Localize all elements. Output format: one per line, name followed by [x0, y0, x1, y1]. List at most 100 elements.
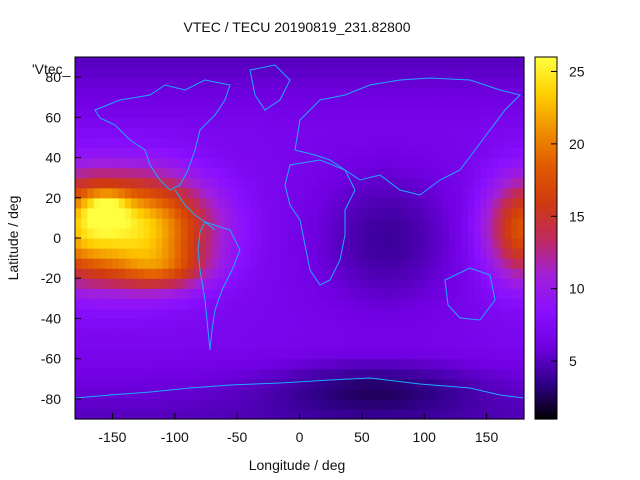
heatmap-cell [305, 127, 313, 139]
heatmap-cell [449, 308, 457, 320]
heatmap-cell [181, 167, 188, 179]
heatmap-cell [511, 187, 519, 199]
heatmap-cell [374, 278, 382, 289]
heatmap-cell [505, 248, 513, 259]
heatmap-cell [311, 328, 319, 340]
heatmap-cell [112, 87, 120, 98]
heatmap-cell [181, 248, 188, 259]
heatmap-cell [112, 338, 120, 350]
heatmap-cell [486, 77, 494, 88]
heatmap-cell [442, 358, 450, 370]
heatmap-cell [299, 207, 307, 219]
heatmap-cell [255, 77, 263, 88]
heatmap-cell [81, 268, 89, 279]
heatmap-cell [268, 238, 276, 249]
heatmap-cell [467, 288, 475, 299]
heatmap-cell [131, 338, 138, 350]
heatmap-cell [230, 238, 238, 249]
colorbar-segment [535, 114, 557, 118]
colorbar-segment [535, 180, 557, 185]
heatmap-cell [374, 298, 382, 309]
heatmap-cell [112, 147, 120, 159]
heatmap-cell [480, 177, 488, 189]
heatmap-cell [187, 338, 195, 350]
heatmap-cell [280, 207, 288, 219]
heatmap-cell [343, 87, 350, 98]
heatmap-cell [168, 57, 176, 68]
heatmap-cell [455, 127, 463, 139]
heatmap-cell [336, 358, 344, 370]
heatmap-cell [143, 388, 151, 400]
heatmap-cell [405, 107, 413, 118]
heatmap-cell [199, 127, 207, 139]
heatmap-cell [461, 378, 469, 390]
heatmap-cell [162, 197, 170, 209]
heatmap-cell [305, 207, 313, 219]
heatmap-cell [442, 137, 450, 149]
heatmap-cell [374, 107, 382, 118]
heatmap-cell [255, 197, 263, 209]
heatmap-cell [349, 97, 357, 108]
heatmap-cell [399, 187, 407, 199]
heatmap-cell [343, 288, 350, 299]
heatmap-cell [449, 378, 457, 390]
heatmap-cell [287, 358, 294, 370]
heatmap-cell [386, 67, 394, 78]
heatmap-cell [405, 197, 413, 209]
heatmap-cell [137, 288, 145, 299]
heatmap-cell [430, 398, 438, 410]
heatmap-cell [417, 338, 425, 350]
heatmap-cell [199, 87, 207, 98]
heatmap-cell [149, 298, 157, 309]
heatmap-cell [118, 157, 126, 169]
heatmap-cell [324, 238, 332, 249]
heatmap-cell [349, 318, 357, 330]
y-tick-label: 20 [45, 190, 61, 206]
heatmap-cell [81, 107, 89, 118]
heatmap-cell [399, 398, 407, 410]
heatmap-cell [374, 177, 382, 189]
heatmap-cell [249, 207, 257, 219]
heatmap-cell [299, 338, 307, 350]
heatmap-cell [218, 388, 226, 400]
heatmap-cell [511, 137, 519, 149]
heatmap-cell [156, 288, 163, 299]
heatmap-cell [461, 388, 469, 400]
heatmap-cell [112, 117, 120, 128]
heatmap-cell [336, 278, 344, 289]
heatmap-cell [343, 227, 350, 239]
heatmap-cell [511, 107, 519, 118]
heatmap-cell [143, 358, 151, 370]
heatmap-cell [162, 348, 170, 360]
heatmap-cell [442, 338, 450, 350]
colorbar-segment [535, 135, 557, 140]
heatmap-cell [499, 57, 506, 68]
heatmap-cell [436, 177, 444, 189]
heatmap-cell [149, 67, 157, 78]
heatmap-cell [343, 388, 350, 400]
heatmap-cell [124, 258, 132, 269]
heatmap-cell [511, 207, 519, 219]
heatmap-cell [205, 268, 213, 279]
heatmap-cell [187, 268, 195, 279]
colorbar [535, 57, 557, 420]
heatmap-cell [436, 207, 444, 219]
heatmap-cell [212, 177, 220, 189]
heatmap-cell [480, 157, 488, 169]
heatmap-cell [156, 318, 163, 330]
heatmap-cell [205, 87, 213, 98]
heatmap-cell [492, 77, 500, 88]
heatmap-cell [299, 278, 307, 289]
heatmap-cell [274, 308, 282, 320]
heatmap-cell [299, 77, 307, 88]
colorbar-segment [535, 379, 557, 384]
heatmap-cell [93, 388, 101, 400]
heatmap-cell [386, 378, 394, 390]
heatmap-cell [430, 77, 438, 88]
heatmap-cell [405, 298, 413, 309]
colorbar-frame [534, 56, 558, 420]
heatmap-cell [511, 318, 519, 330]
heatmap-cell [293, 238, 301, 249]
heatmap-cell [112, 57, 120, 68]
heatmap-cell [156, 177, 163, 189]
